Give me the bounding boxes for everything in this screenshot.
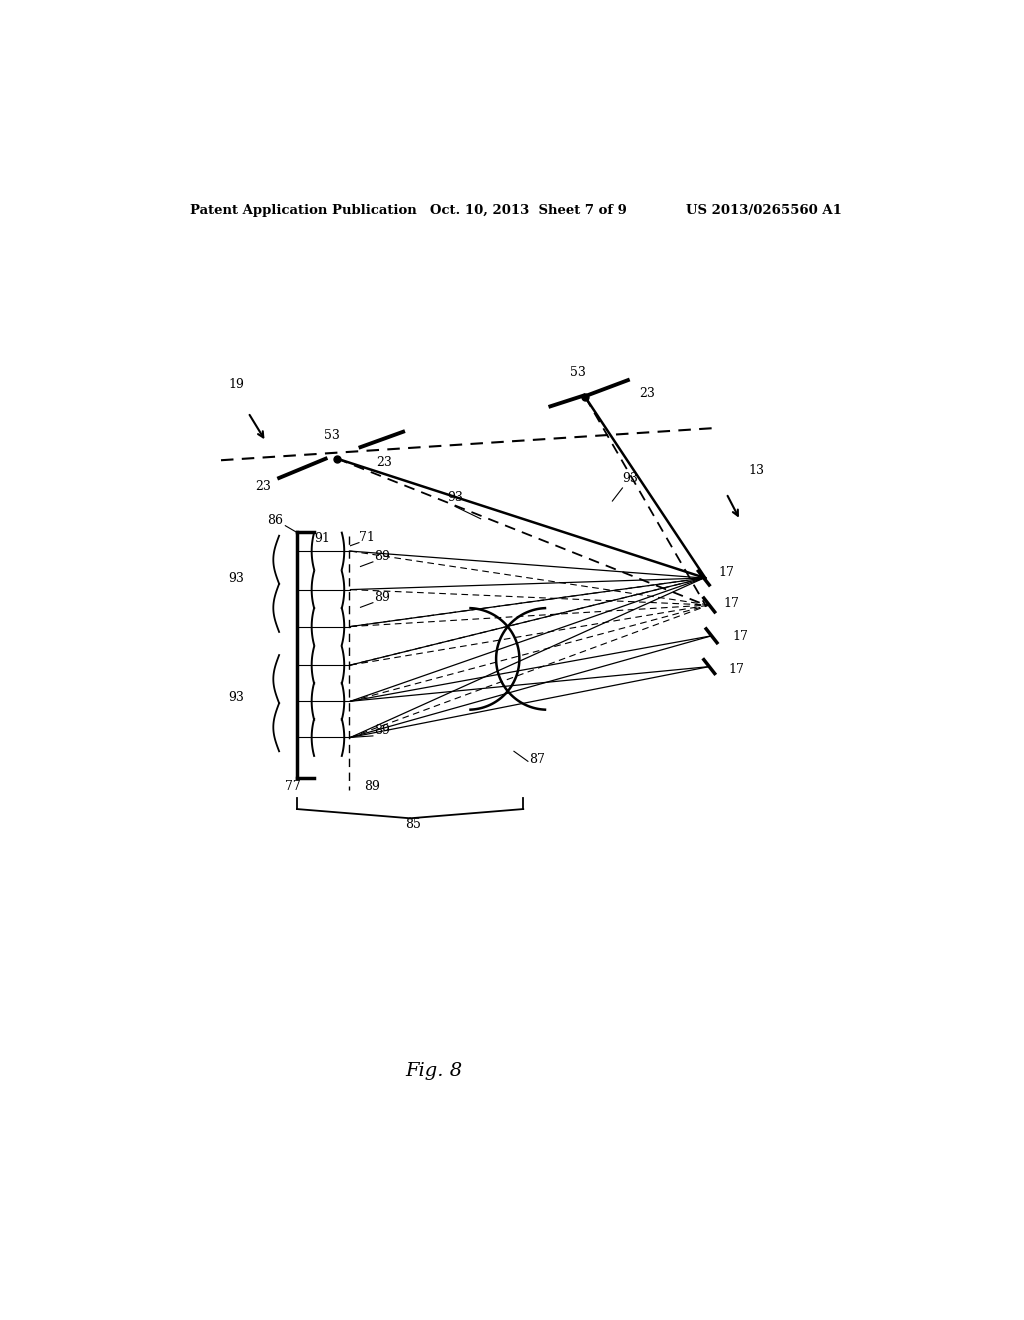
Text: 23: 23 [376,457,392,470]
Text: 71: 71 [359,531,375,544]
Text: 19: 19 [228,378,245,391]
Text: 93: 93 [623,471,638,484]
Text: 91: 91 [313,532,330,545]
Text: 93: 93 [447,491,463,504]
Text: 89: 89 [375,550,390,564]
Text: 87: 87 [529,752,546,766]
Text: 89: 89 [375,591,390,605]
Text: 23: 23 [640,387,655,400]
Text: 77: 77 [286,780,301,793]
Text: Patent Application Publication: Patent Application Publication [190,205,417,218]
Text: 86: 86 [267,515,283,527]
Text: 89: 89 [375,725,390,738]
Text: 93: 93 [228,692,245,705]
Text: 17: 17 [732,630,749,643]
Text: 93: 93 [228,572,245,585]
Text: US 2013/0265560 A1: US 2013/0265560 A1 [686,205,842,218]
Text: Fig. 8: Fig. 8 [406,1061,463,1080]
Text: 17: 17 [723,597,739,610]
Text: Oct. 10, 2013  Sheet 7 of 9: Oct. 10, 2013 Sheet 7 of 9 [430,205,627,218]
Text: 85: 85 [406,818,421,832]
Text: 17: 17 [719,566,734,578]
Text: 17: 17 [729,663,744,676]
Text: 23: 23 [256,479,271,492]
Text: 89: 89 [365,780,380,793]
Text: 53: 53 [569,366,586,379]
Text: 53: 53 [324,429,340,442]
Text: 13: 13 [748,465,764,477]
